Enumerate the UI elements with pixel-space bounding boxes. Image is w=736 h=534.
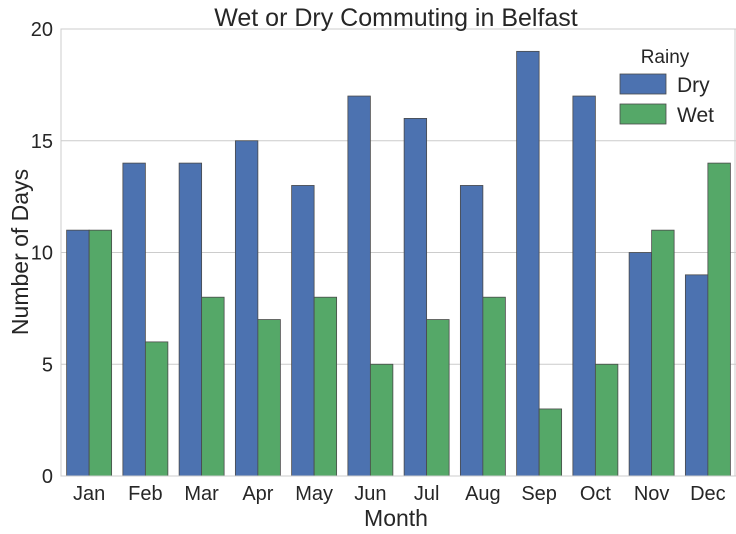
bar-wet-jan bbox=[88, 229, 113, 477]
y-tick-label: 5 bbox=[42, 354, 53, 376]
legend-swatch-dry bbox=[619, 73, 667, 95]
bar-wet-jun bbox=[369, 363, 394, 477]
bars bbox=[66, 50, 731, 477]
x-tick-label: Jan bbox=[73, 483, 105, 505]
bar-dry-may bbox=[291, 185, 315, 477]
x-axis-label: Month bbox=[364, 505, 428, 531]
y-axis-ticks: 0 5 10 15 20 bbox=[31, 19, 53, 488]
bar-dry-nov bbox=[628, 252, 653, 477]
x-tick-label: Sep bbox=[521, 483, 557, 505]
x-tick-label: Feb bbox=[128, 483, 162, 505]
bar-wet-jul bbox=[426, 319, 450, 477]
y-tick-label: 10 bbox=[31, 243, 53, 265]
x-tick-label: Jul bbox=[414, 483, 440, 505]
x-axis-ticks: Jan Feb Mar Apr May Jun Jul Aug Sep Oct Nov Dec bbox=[73, 483, 726, 505]
y-tick-label: 0 bbox=[42, 466, 53, 488]
bar-dry-feb bbox=[122, 162, 146, 477]
y-tick-label: 20 bbox=[31, 19, 53, 41]
y-axis-label: Number of Days bbox=[7, 169, 33, 335]
bar-dry-oct bbox=[572, 95, 596, 477]
bar-wet-may bbox=[313, 296, 338, 477]
legend-label-dry: Dry bbox=[677, 74, 710, 97]
x-tick-label: Jun bbox=[354, 483, 386, 505]
bar-dry-jun bbox=[347, 95, 371, 477]
legend: Rainy Dry Wet bbox=[619, 47, 714, 127]
x-tick-label: Apr bbox=[242, 483, 273, 505]
legend-label-wet: Wet bbox=[677, 104, 714, 127]
x-tick-label: Aug bbox=[465, 483, 501, 505]
bar-dry-mar bbox=[178, 162, 203, 477]
chart-title: Wet or Dry Commuting in Belfast bbox=[214, 4, 578, 32]
bar-wet-sep bbox=[538, 408, 563, 477]
bar-wet-oct bbox=[594, 363, 619, 477]
bar-dry-jan bbox=[66, 229, 90, 477]
bar-wet-nov bbox=[651, 229, 675, 477]
plot-area-frame bbox=[60, 28, 736, 477]
bar-wet-feb bbox=[144, 341, 169, 477]
bar-dry-sep bbox=[516, 50, 540, 477]
x-tick-label: Oct bbox=[580, 483, 612, 505]
bar-dry-jul bbox=[403, 118, 428, 477]
x-tick-label: Nov bbox=[634, 483, 670, 505]
legend-swatch-wet bbox=[619, 103, 667, 125]
x-tick-label: May bbox=[295, 483, 333, 505]
bar-wet-mar bbox=[201, 296, 225, 477]
x-tick-label: Dec bbox=[690, 483, 726, 505]
x-tick-label: Mar bbox=[184, 483, 219, 505]
bar-dry-apr bbox=[234, 140, 259, 477]
bar-wet-aug bbox=[482, 296, 506, 477]
bar-dry-dec bbox=[684, 274, 709, 477]
bar-dry-aug bbox=[459, 185, 484, 477]
legend-title: Rainy bbox=[641, 47, 690, 68]
y-tick-label: 15 bbox=[31, 131, 53, 153]
bar-wet-apr bbox=[257, 319, 281, 477]
bar-wet-dec bbox=[707, 162, 731, 477]
